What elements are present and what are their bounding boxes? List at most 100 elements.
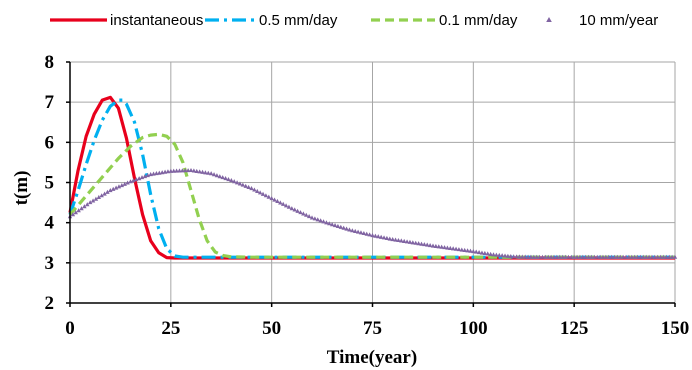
data-point	[269, 196, 274, 201]
data-point	[537, 254, 542, 259]
data-point	[105, 189, 110, 194]
data-point	[632, 254, 637, 259]
legend-label: 0.1 mm/day	[439, 12, 518, 29]
data-point	[99, 193, 104, 198]
data-point	[255, 188, 260, 193]
data-point	[338, 224, 344, 229]
data-point	[597, 254, 603, 259]
data-point	[396, 237, 401, 243]
data-point	[672, 254, 678, 259]
data-point	[257, 190, 263, 195]
x-tick-label: 50	[262, 318, 281, 339]
data-point	[214, 173, 220, 178]
data-point	[223, 176, 228, 181]
data-point	[217, 174, 223, 179]
data-point	[569, 254, 574, 259]
data-point	[479, 250, 485, 255]
data-point	[237, 181, 243, 186]
data-point	[275, 198, 280, 204]
data-point	[206, 170, 211, 175]
data-point	[119, 182, 125, 188]
data-point	[658, 254, 663, 259]
data-point	[453, 246, 459, 251]
data-point	[177, 168, 182, 173]
data-point	[641, 254, 646, 259]
data-point	[482, 250, 488, 256]
data-point	[497, 252, 502, 257]
data-point	[183, 168, 188, 173]
legend-marker	[546, 17, 552, 22]
data-point	[390, 237, 395, 242]
data-point	[502, 253, 508, 258]
data-point	[289, 206, 295, 211]
data-point	[416, 241, 421, 246]
data-point	[353, 228, 358, 233]
data-point	[116, 184, 122, 189]
data-point	[442, 245, 447, 250]
data-point	[188, 167, 194, 173]
data-point	[70, 212, 76, 217]
legend-entry-4: 10 mm/year	[546, 12, 658, 29]
data-point	[203, 170, 208, 175]
data-point	[335, 223, 341, 228]
data-point	[96, 194, 102, 200]
data-point	[393, 237, 398, 242]
data-point	[643, 254, 649, 259]
data-point	[465, 248, 470, 253]
legend-label: 0.5 mm/day	[259, 12, 338, 29]
data-point	[197, 169, 202, 174]
data-point	[234, 180, 240, 185]
data-point	[263, 193, 269, 198]
data-point	[266, 194, 271, 199]
data-point	[606, 254, 611, 259]
data-point	[603, 254, 609, 259]
data-point	[387, 236, 392, 241]
data-point	[430, 243, 436, 248]
data-point	[321, 219, 326, 224]
data-point	[145, 172, 150, 178]
data-point	[355, 229, 361, 234]
y-axis-title: t(m)	[11, 171, 32, 206]
data-point	[309, 215, 315, 220]
data-point	[563, 254, 568, 259]
data-point	[211, 172, 217, 177]
x-axis-title: Time(year)	[327, 347, 417, 368]
data-point	[131, 178, 136, 183]
data-point	[243, 183, 248, 188]
data-point	[427, 243, 433, 248]
data-point	[468, 248, 473, 253]
data-point	[505, 253, 511, 258]
data-point	[327, 221, 332, 226]
series-3-line	[68, 132, 675, 259]
data-point	[324, 220, 329, 225]
legend-entry-1: instantaneous	[50, 12, 203, 29]
data-point	[272, 197, 277, 202]
data-point	[344, 226, 349, 231]
data-point	[612, 254, 617, 259]
data-point	[618, 254, 623, 259]
data-point	[517, 254, 522, 259]
data-point	[543, 254, 548, 259]
data-point	[540, 254, 545, 259]
data-point	[494, 252, 499, 257]
data-point	[111, 186, 116, 191]
data-point	[73, 210, 78, 215]
data-point	[384, 235, 390, 240]
data-point	[554, 254, 560, 259]
data-point	[655, 254, 660, 259]
y-tick-label: 8	[45, 52, 55, 73]
data-point	[571, 254, 577, 259]
data-point	[407, 239, 413, 244]
data-point	[410, 240, 416, 245]
data-point	[229, 177, 234, 183]
data-point	[280, 201, 286, 206]
data-point	[508, 254, 513, 259]
data-point	[246, 184, 251, 189]
data-point	[522, 254, 528, 259]
data-point	[180, 168, 185, 173]
x-tick-label: 25	[161, 318, 180, 339]
data-point	[620, 254, 626, 259]
data-point	[93, 196, 99, 201]
data-point	[87, 200, 93, 205]
data-point	[191, 168, 197, 173]
